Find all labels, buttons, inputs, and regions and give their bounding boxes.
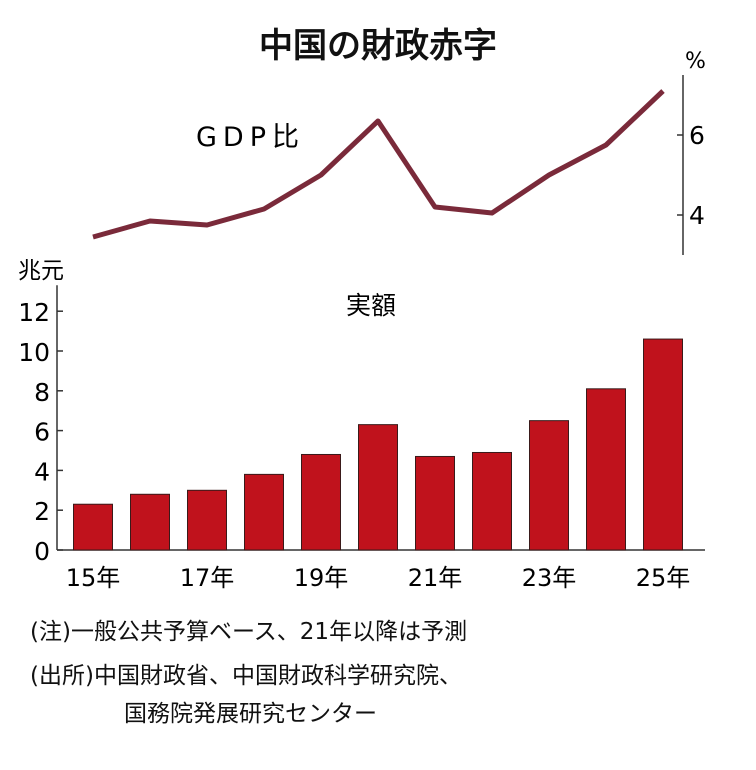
bar-15年 [73, 503, 113, 551]
bar-x-tick-label: 23年 [522, 564, 577, 592]
bar-21年 [415, 455, 455, 551]
line-y-tick-label: 4 [689, 201, 705, 230]
bar-24年 [586, 388, 626, 551]
bar-x-tick-label: 15年 [66, 564, 121, 592]
bar-y-tick-label: 4 [34, 457, 50, 486]
bar-x-tick-label: 21年 [408, 564, 463, 592]
bar-19年 [301, 453, 341, 551]
line-y-tick-label: 6 [689, 121, 705, 150]
bar-y-tick-label: 6 [34, 418, 50, 447]
bar-y-tick-label: 0 [34, 537, 50, 566]
source-text-1: (出所)中国財政省、中国財政科学研究院、 [30, 663, 462, 689]
bar-18年 [244, 473, 284, 551]
line-y-axis-unit: % [685, 49, 706, 74]
bar-20年 [358, 424, 398, 551]
bar-y-tick-label: 10 [18, 338, 50, 367]
gdp-ratio-line [92, 89, 665, 240]
bar-23年 [529, 420, 569, 551]
bar-x-tick-label: 19年 [294, 564, 349, 592]
bar-25年 [643, 338, 683, 551]
chart-title: 中国の財政赤字 [259, 26, 497, 66]
bar-x-tick-label: 17年 [180, 564, 235, 592]
bar-16年 [130, 493, 170, 551]
line-series-label: GDP比 [196, 122, 305, 153]
bar-x-tick-label: 25年 [636, 564, 691, 592]
bar-series-label: 実額 [346, 291, 396, 320]
note-text: (注)一般公共予算ベース、21年以降は予測 [30, 619, 468, 645]
bar-17年 [187, 489, 227, 551]
bar-y-tick-label: 2 [34, 497, 50, 526]
bar-y-tick-label: 8 [34, 378, 50, 407]
bar-22年 [472, 451, 512, 551]
source-text-2: 国務院発展研究センター [124, 701, 377, 727]
bar-y-axis-unit: 兆元 [18, 258, 64, 284]
bar-y-tick-label: 12 [18, 298, 50, 327]
